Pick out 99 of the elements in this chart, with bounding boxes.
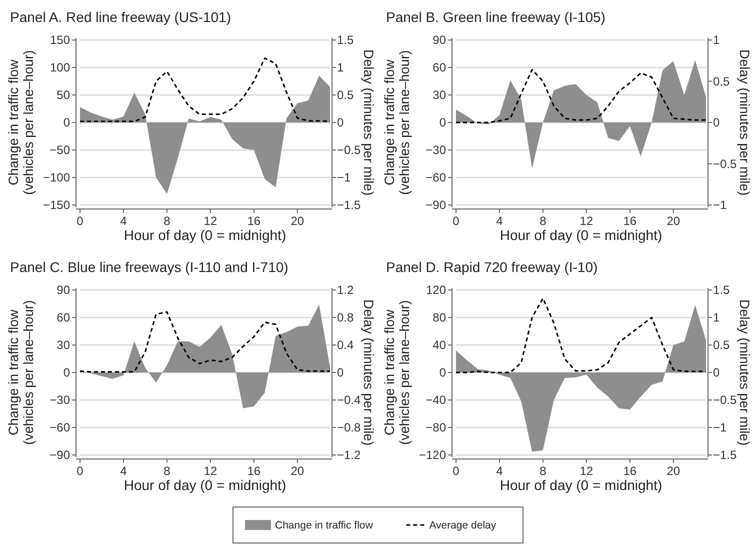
- y-tick-label: −100: [42, 170, 70, 185]
- y2-tick-label: −0.4: [337, 393, 362, 408]
- chart-title: Panel B. Green line freeway (I-105): [386, 9, 606, 25]
- y-tick-label: 0: [439, 116, 446, 130]
- y2-tick-label: −1.5: [713, 448, 738, 462]
- y2-tick-label: 1.5: [337, 33, 354, 48]
- y-tick-label: −30: [426, 143, 446, 158]
- line-series: [455, 298, 707, 374]
- y-tick-label: 0: [63, 116, 70, 130]
- y-axis-title: Change in traffic flow (vehicles per lane–hour): [6, 50, 36, 195]
- x-tick-label: 20: [290, 214, 304, 228]
- y-tick-label: 60: [432, 60, 446, 75]
- x-tick-label: 8: [164, 214, 171, 228]
- x-tick-label: 20: [666, 214, 680, 228]
- y2-tick-label: 0.8: [337, 310, 354, 325]
- x-tick-label: 12: [580, 464, 594, 478]
- y-tick-label: 50: [56, 88, 70, 102]
- x-tick-label: 0: [76, 214, 84, 228]
- y-axis-title: Change in traffic flow (vehicles per lane–hour): [382, 300, 412, 445]
- y2-tick-label: −0.8: [337, 420, 362, 435]
- y2-tick-label: −0.5: [337, 143, 362, 158]
- y2-tick-label: 1.5: [713, 283, 730, 298]
- y-tick-label: −40: [426, 393, 446, 408]
- y-tick-label: −120: [418, 448, 446, 462]
- x-tick-label: 16: [247, 214, 261, 228]
- y-tick-label: 90: [56, 283, 70, 298]
- y-tick-label: 60: [56, 310, 70, 325]
- x-tick-label: 16: [623, 214, 637, 228]
- y2-axis-title: Delay (minutes per mile): [737, 49, 752, 196]
- y2-tick-label: 0.4: [337, 338, 354, 352]
- x-tick-label: 4: [120, 464, 128, 478]
- y-tick-label: −60: [426, 170, 446, 185]
- x-axis-title: Hour of day (0 = midnight): [500, 227, 662, 243]
- y-tick-label: −90: [426, 198, 446, 212]
- y-tick-label: 100: [50, 60, 70, 75]
- y2-tick-label: −0.5: [713, 156, 738, 171]
- line-series: [455, 68, 707, 124]
- y-axis-title: Change in traffic flow (vehicles per lane–hour): [382, 50, 412, 195]
- y2-tick-label: −0.5: [713, 393, 738, 408]
- legend-label: Average delay: [429, 520, 497, 532]
- x-tick-label: 16: [623, 464, 637, 478]
- chart-title: Panel A. Red line freeway (US-101): [10, 9, 231, 25]
- x-tick-label: 8: [540, 464, 547, 478]
- x-tick-label: 16: [247, 464, 261, 478]
- x-tick-label: 0: [452, 214, 460, 228]
- y-tick-label: −30: [50, 393, 70, 408]
- line-series: [79, 311, 331, 373]
- y2-axis-title: Delay (minutes per mile): [361, 299, 376, 446]
- y-tick-label: 120: [426, 283, 446, 298]
- x-tick-label: 0: [452, 464, 460, 478]
- y-tick-label: 40: [432, 338, 446, 352]
- x-tick-label: 12: [580, 214, 594, 228]
- y-tick-label: 0: [63, 366, 70, 380]
- y2-tick-label: 1: [713, 310, 720, 325]
- legend-label: Change in traffic flow: [275, 520, 374, 532]
- y2-tick-label: 0: [713, 366, 720, 380]
- y2-tick-label: −1.5: [337, 198, 362, 212]
- chart-title: Panel C. Blue line freeways (I-110 and I-710): [10, 259, 288, 275]
- y2-tick-label: 0.5: [713, 74, 730, 88]
- y-tick-label: 90: [432, 33, 446, 48]
- x-tick-label: 4: [496, 214, 504, 228]
- y-tick-label: −80: [426, 420, 446, 435]
- x-tick-label: 0: [76, 464, 84, 478]
- x-tick-label: 8: [164, 464, 171, 478]
- y2-tick-label: 0: [337, 116, 344, 130]
- x-tick-label: 20: [666, 464, 680, 478]
- x-tick-label: 8: [540, 214, 547, 228]
- y2-tick-label: 0.5: [713, 338, 730, 352]
- y2-tick-label: 1: [713, 33, 720, 48]
- y-tick-label: 80: [432, 310, 446, 325]
- x-tick-label: 12: [204, 464, 218, 478]
- y-tick-label: 0: [439, 366, 446, 380]
- x-tick-label: 20: [290, 464, 304, 478]
- y-tick-label: −150: [42, 198, 70, 212]
- y2-tick-label: 0: [337, 366, 344, 380]
- y-axis-title: Change in traffic flow (vehicles per lane–hour): [6, 300, 36, 445]
- y2-tick-label: 1: [337, 60, 344, 75]
- y2-tick-label: −1: [713, 198, 728, 212]
- y2-tick-label: 0.5: [337, 88, 354, 102]
- y-tick-label: 30: [56, 338, 70, 352]
- y-tick-label: −90: [50, 448, 70, 462]
- x-tick-label: 12: [204, 214, 218, 228]
- y-tick-label: 30: [432, 88, 446, 102]
- chart-title: Panel D. Rapid 720 freeway (I-10): [386, 259, 598, 275]
- y2-tick-label: −1: [713, 420, 728, 435]
- y2-tick-label: 1.2: [337, 283, 354, 298]
- y-tick-label: −60: [50, 420, 70, 435]
- y2-tick-label: 0: [713, 116, 720, 130]
- y-tick-label: −50: [50, 143, 70, 158]
- y-tick-label: 150: [50, 33, 70, 48]
- y2-tick-label: −1.2: [337, 448, 362, 462]
- x-tick-label: 4: [496, 464, 504, 478]
- x-axis-title: Hour of day (0 = midnight): [500, 477, 662, 493]
- x-axis-title: Hour of day (0 = midnight): [124, 227, 286, 243]
- y2-tick-label: −1: [337, 170, 352, 185]
- y2-axis-title: Delay (minutes per mile): [737, 299, 752, 446]
- x-tick-label: 4: [120, 214, 128, 228]
- x-axis-title: Hour of day (0 = midnight): [124, 477, 286, 493]
- y2-axis-title: Delay (minutes per mile): [361, 49, 376, 196]
